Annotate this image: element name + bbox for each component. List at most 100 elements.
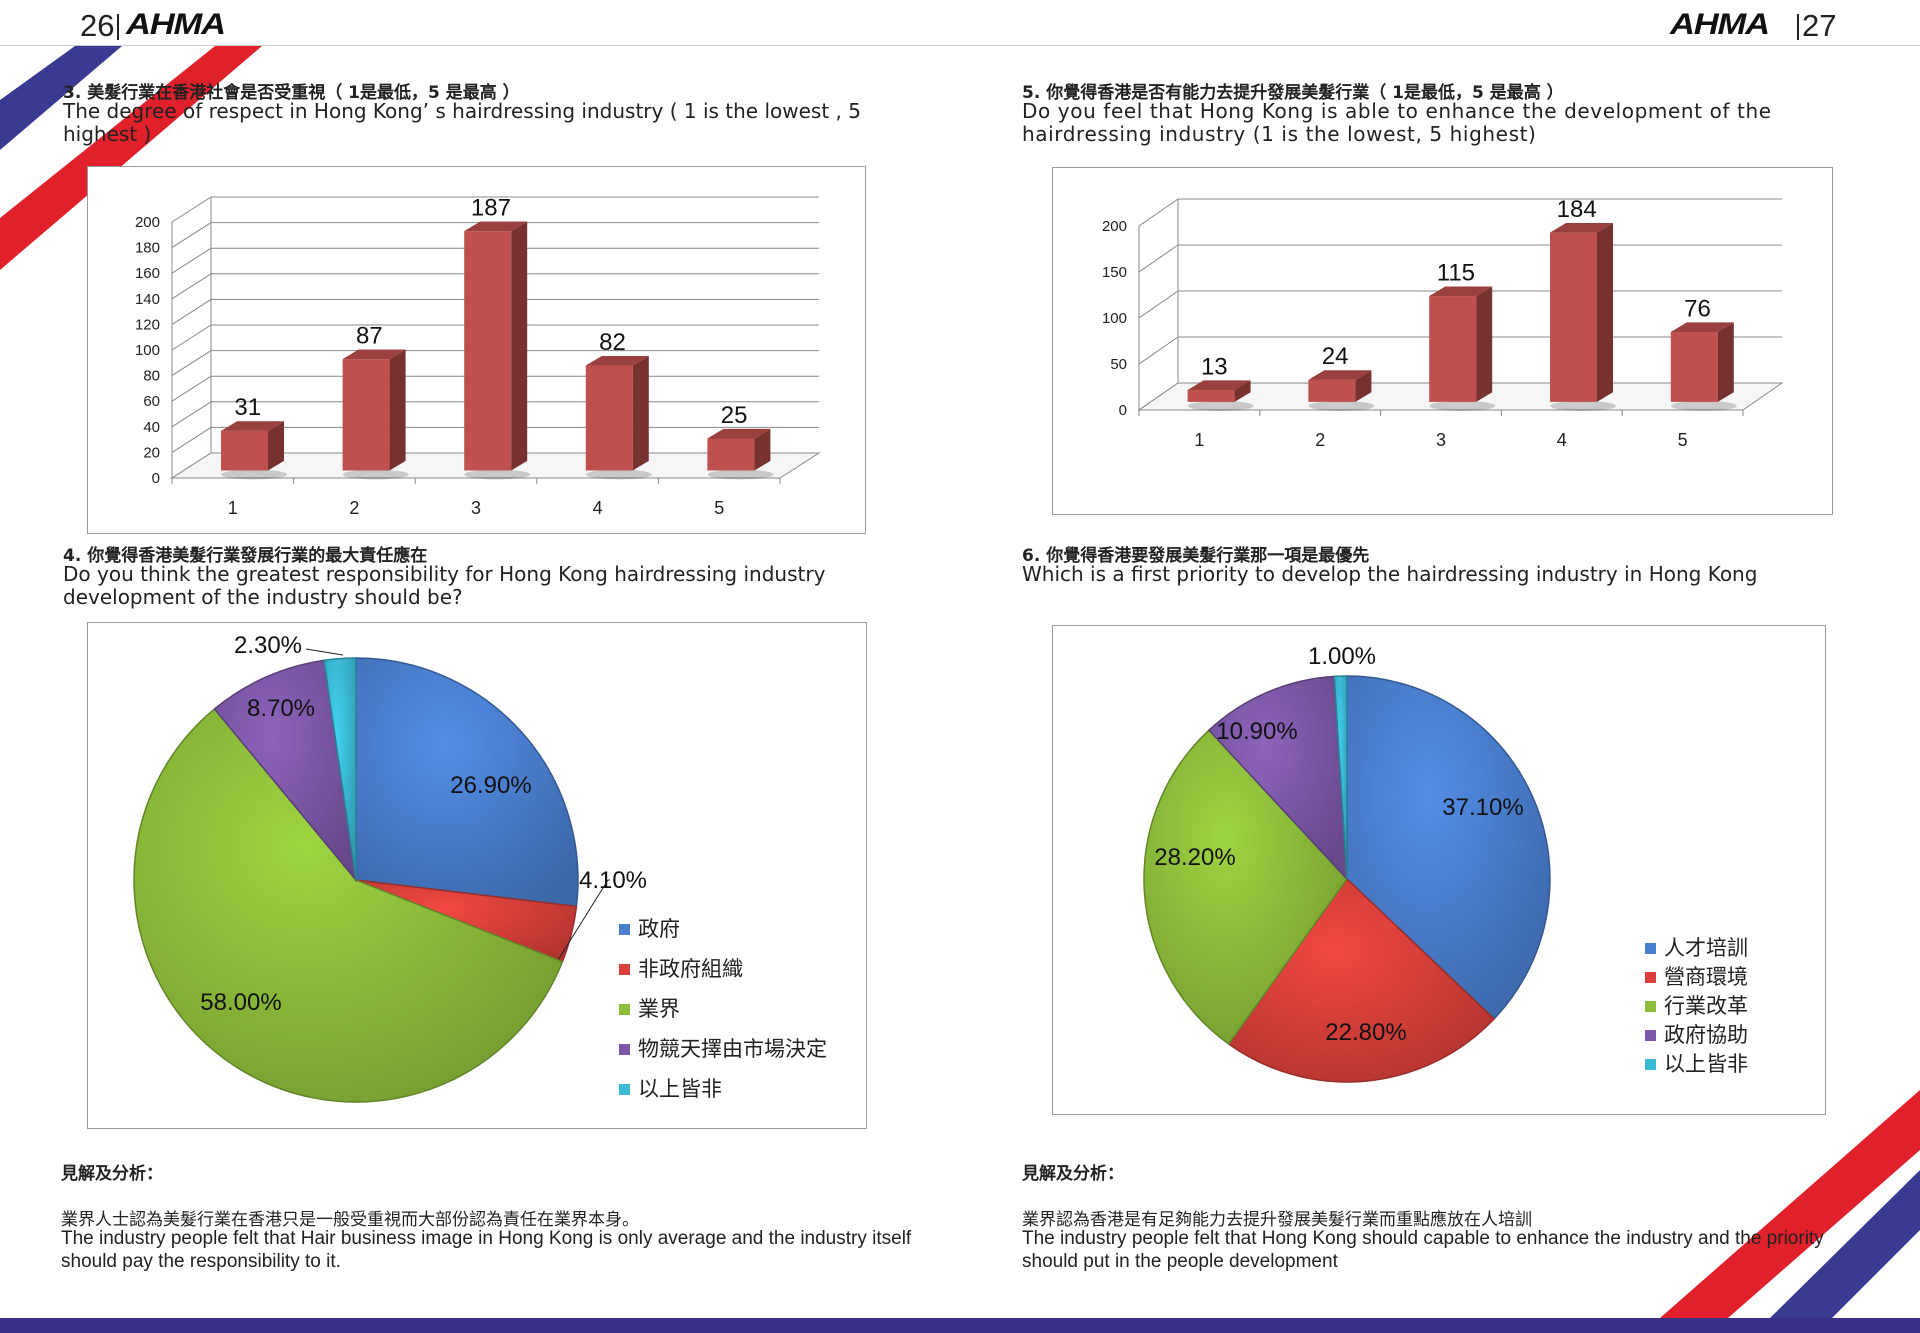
q4-chart-panel: 26.90% 政府 4.10% 非政府組織 58.00% 業界 8.70% 物競天擇由市場決定… xyxy=(87,622,867,1129)
x-tick-label: 4 xyxy=(1557,430,1567,450)
y-tick-label: 140 xyxy=(135,291,160,308)
y-tick-label: 0 xyxy=(1119,402,1127,419)
slice-label: 58.00% xyxy=(200,989,281,1016)
grid-diag xyxy=(171,247,212,274)
legend-swatch xyxy=(619,1004,630,1015)
legend-label: 政府協助 xyxy=(1664,1024,1748,1047)
y-tick-label: 40 xyxy=(143,419,160,436)
grid-diag xyxy=(171,196,212,223)
grid-diag xyxy=(171,273,212,300)
bar xyxy=(585,355,652,480)
data-label: 76 xyxy=(1684,295,1711,322)
grid-diag xyxy=(171,375,212,402)
analysis-right-heading: 見解及分析： xyxy=(1022,1164,1124,1184)
y-tick-label: 60 xyxy=(143,393,160,410)
legend-label: 營商環境 xyxy=(1664,966,1748,989)
x-tick-label: 1 xyxy=(228,498,238,518)
q6-title-zh: 6. 你覺得香港要發展美髮行業那一項是最優先 xyxy=(1022,546,1370,566)
legend-swatch xyxy=(1645,1001,1656,1012)
q6-title-en: Which is a first priority to develop the… xyxy=(1022,562,1758,586)
y-tick-label: 200 xyxy=(135,214,160,231)
legend-label: 業界 xyxy=(638,998,680,1021)
legend-swatch xyxy=(1645,1059,1656,1070)
legend-swatch xyxy=(619,964,630,975)
bar xyxy=(1429,286,1496,411)
bar xyxy=(1670,322,1737,411)
data-label: 115 xyxy=(1437,260,1475,287)
legend-swatch xyxy=(1645,1030,1656,1041)
legend-swatch xyxy=(1645,972,1656,983)
pie-slice xyxy=(1346,675,1551,1020)
corner-stripes-bottom-right xyxy=(1660,1090,1920,1318)
q5-title-zh: 5. 你覺得香港是否有能力去提升發展美髮行業（ 1是最低，5 是最高 ） xyxy=(1022,83,1564,103)
legend-label: 人才培訓 xyxy=(1664,937,1748,960)
grid-diag xyxy=(171,426,212,453)
q4-title-zh: 4. 你覺得香港美髮行業發展行業的最大責任應在 xyxy=(63,546,428,566)
data-label: 87 xyxy=(356,323,383,350)
legend-label: 以上皆非 xyxy=(638,1078,722,1101)
y-tick-label: 50 xyxy=(1110,356,1127,373)
slice-label: 10.90% xyxy=(1216,718,1297,745)
legend-label: 政府 xyxy=(638,918,680,941)
grid-diag xyxy=(1138,336,1179,365)
data-label: 82 xyxy=(599,329,626,356)
legend-label: 物競天擇由市場決定 xyxy=(638,1038,827,1061)
left-page-divider xyxy=(117,14,119,40)
header-separator xyxy=(0,45,1920,46)
slice-label: 4.10% xyxy=(579,867,647,894)
grid-diag xyxy=(1138,198,1179,227)
bar xyxy=(1550,223,1616,411)
y-tick-label: 100 xyxy=(1102,310,1127,327)
pie-slice xyxy=(1227,877,1496,1083)
pie-slice xyxy=(355,657,579,908)
y-tick-label: 200 xyxy=(1102,218,1127,235)
y-tick-label: 20 xyxy=(143,444,160,461)
analysis-left-en: The industry people felt that Hair busin… xyxy=(61,1228,912,1272)
analysis-right-zh: 業界認為香港是有足夠能力去提升發展美髮行業而重點應放在人培訓 xyxy=(1022,1210,1532,1230)
bar xyxy=(1187,380,1254,411)
data-label: 25 xyxy=(721,402,748,429)
grid-diag xyxy=(171,324,212,351)
legend-swatch xyxy=(619,1084,630,1095)
legend-label: 以上皆非 xyxy=(1664,1053,1748,1076)
bar xyxy=(707,428,774,480)
data-label: 184 xyxy=(1557,196,1597,223)
right-page-number: 27 xyxy=(1802,8,1837,43)
data-label: 24 xyxy=(1322,343,1349,370)
q4-title-en: Do you think the greatest responsibility… xyxy=(63,562,826,609)
q5-bar-chart: 0 50 100 150 200 13 1 24 2 115 3 184 4 76 5 xyxy=(1102,196,1784,450)
pie-slice xyxy=(1143,729,1348,1046)
left-logo: AHMA xyxy=(126,8,226,41)
q3-chart-panel: 0 20 40 60 80 100 120 140 160 180 200 31 1 87 2 187 3 82 4… xyxy=(87,166,866,534)
leader-line xyxy=(305,648,344,656)
y-tick-label: 0 xyxy=(152,470,160,487)
y-tick-label: 100 xyxy=(135,342,160,359)
q3-bar-chart: 0204060801001201401601802003118721873824… xyxy=(135,195,821,518)
x-tick-label: 3 xyxy=(471,498,481,518)
bar xyxy=(1308,370,1375,411)
x-tick-label: 4 xyxy=(593,498,603,518)
y-tick-label: 120 xyxy=(135,316,160,333)
bar xyxy=(464,221,531,480)
pie-slice xyxy=(213,659,358,883)
slice-label: 8.70% xyxy=(247,695,315,722)
data-label: 187 xyxy=(471,195,511,222)
q6-chart-panel: 37.10% 人才培訓 22.80% 營商環境 28.20% 行業改革 10.90% 政府協助… xyxy=(1052,625,1826,1115)
analysis-left-heading: 見解及分析： xyxy=(61,1164,163,1184)
q5-chart-panel: 0 50 100 150 200 13 1 24 2 115 3 184 4 76 5 xyxy=(1052,167,1833,515)
slice-label: 2.30% xyxy=(234,632,302,659)
slice-label: 37.10% xyxy=(1442,794,1523,821)
legend-label: 非政府組織 xyxy=(638,958,743,981)
x-tick-label: 5 xyxy=(714,498,724,518)
y-tick-label: 180 xyxy=(135,240,160,257)
legend-label: 行業改革 xyxy=(1664,995,1748,1018)
slice-label: 22.80% xyxy=(1325,1019,1406,1046)
legend-swatch xyxy=(1645,943,1656,954)
pie-slice xyxy=(323,657,357,881)
data-label: 13 xyxy=(1201,353,1228,380)
left-page-number: 26 xyxy=(80,8,115,43)
y-tick-label: 80 xyxy=(143,368,160,385)
grid-diag xyxy=(1138,244,1179,273)
slice-label: 1.00% xyxy=(1308,643,1376,670)
grid-diag xyxy=(171,350,212,377)
